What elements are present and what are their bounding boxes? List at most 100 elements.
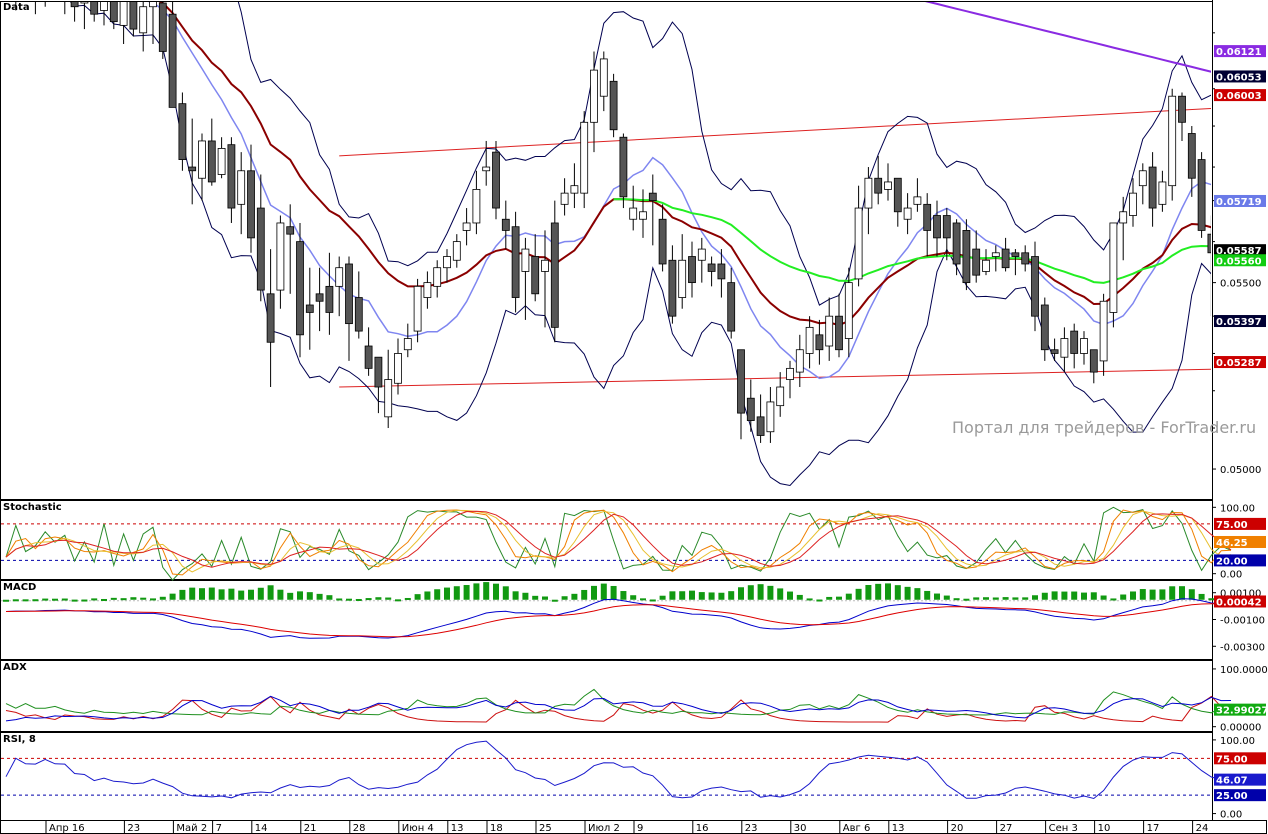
candle [1040, 297, 1049, 361]
time-axis-label: Май 2 [176, 823, 207, 834]
candle [237, 152, 246, 235]
candle-body [247, 170, 255, 239]
candle-body [629, 207, 638, 220]
candle-body [335, 267, 344, 287]
time-axis-label: 13 [892, 823, 905, 834]
macd-value-tag-bg [1214, 595, 1266, 608]
candle-body [707, 263, 716, 272]
candle [1197, 152, 1206, 238]
macd-histogram-bar [1198, 593, 1205, 600]
macd-histogram-bar [963, 598, 970, 601]
price-tag-bg [1214, 89, 1266, 102]
candle [933, 200, 941, 257]
macd-histogram-bar [679, 591, 686, 600]
time-axis-label: 24 [1196, 823, 1209, 834]
stochastic-tick-label: 0.00 [1220, 570, 1242, 581]
rsi-level-tag-bg [1214, 789, 1266, 802]
candle [599, 51, 608, 112]
macd-histogram-bar [179, 589, 186, 600]
macd-histogram-bar [326, 595, 333, 600]
pane-frame-rsi [0, 732, 1213, 821]
candle-body [678, 259, 687, 298]
candle [1099, 293, 1108, 376]
macd-histogram-bar [473, 583, 480, 600]
price-tag: 0.05397 [1216, 317, 1262, 328]
candle-body [1099, 300, 1108, 362]
time-axis-label: Апр 16 [49, 823, 85, 834]
candle-body [854, 207, 863, 280]
macd-histogram-bar [483, 582, 490, 600]
macd-histogram-bar [591, 585, 597, 600]
macd-tick-label: 0.00100 [1220, 589, 1261, 600]
stochastic-slow-line [5, 510, 1232, 568]
candle [570, 163, 579, 209]
candle-body [844, 282, 853, 339]
candle [884, 163, 892, 201]
candle [462, 208, 471, 246]
macd-histogram-bar [22, 599, 29, 602]
macd-histogram-bar [973, 597, 980, 600]
macd-histogram-bar [669, 591, 676, 600]
candle-body [1080, 338, 1088, 354]
candle-body [158, 2, 167, 52]
macd-histogram-bar [277, 589, 284, 600]
macd-histogram-bar [1179, 586, 1185, 600]
candle [580, 111, 589, 209]
candle-body [746, 397, 755, 421]
candle [413, 278, 422, 343]
macd-histogram-bar [248, 589, 254, 600]
candle-body [256, 207, 265, 291]
macd-histogram-bar [287, 592, 294, 600]
candle-body [933, 215, 941, 239]
macd-histogram-bar [796, 594, 803, 600]
candle [756, 394, 765, 443]
price-tag: 0.05287 [1216, 358, 1262, 369]
macd-histogram-bar [561, 596, 568, 600]
macd-histogram-bar [689, 590, 695, 600]
price-pane-title: Data [3, 2, 30, 13]
candle [90, 2, 99, 22]
macd-histogram-bar [120, 598, 127, 601]
candle-body [776, 386, 785, 407]
adx-pane-title: ADX [3, 662, 27, 673]
macd-histogram-bar [777, 588, 784, 600]
candle-body [697, 248, 706, 261]
candle-body [756, 416, 765, 436]
macd-histogram-bar [395, 599, 401, 602]
candle-body [80, 2, 89, 4]
rsi-pane-title: RSI, 8 [3, 734, 36, 745]
candle [256, 174, 265, 302]
candle [668, 245, 677, 324]
price-tag-bg [1214, 70, 1266, 83]
candle [658, 204, 667, 272]
candle [178, 92, 187, 171]
candle-body [217, 148, 226, 175]
time-axis-label: 10 [1098, 823, 1111, 834]
macd-histogram-bar [208, 587, 215, 600]
candle [433, 260, 442, 298]
macd-histogram-bar [885, 583, 891, 600]
macd-histogram-bar [61, 598, 68, 601]
candle-body [864, 177, 873, 209]
macd-histogram-bar [257, 587, 264, 600]
channel-line-upper [339, 107, 1211, 157]
macd-histogram-bar [502, 586, 509, 600]
candle [639, 189, 647, 238]
macd-histogram-bar [414, 594, 421, 600]
candle [452, 234, 461, 268]
macd-histogram-bar [1090, 592, 1097, 600]
stochastic-value-tag: 46.25 [1216, 538, 1248, 549]
price-tag-bg [1214, 194, 1266, 207]
macd-histogram-bar [992, 597, 999, 600]
candle [678, 234, 687, 309]
candle-body [521, 248, 530, 272]
candle-body [619, 136, 628, 198]
candle [1207, 215, 1211, 317]
candle-body [531, 256, 540, 295]
candle [286, 204, 295, 294]
macd-histogram-bar [571, 593, 578, 600]
macd-histogram-bar [806, 598, 813, 601]
candle [188, 118, 197, 205]
candle-body [168, 13, 177, 108]
